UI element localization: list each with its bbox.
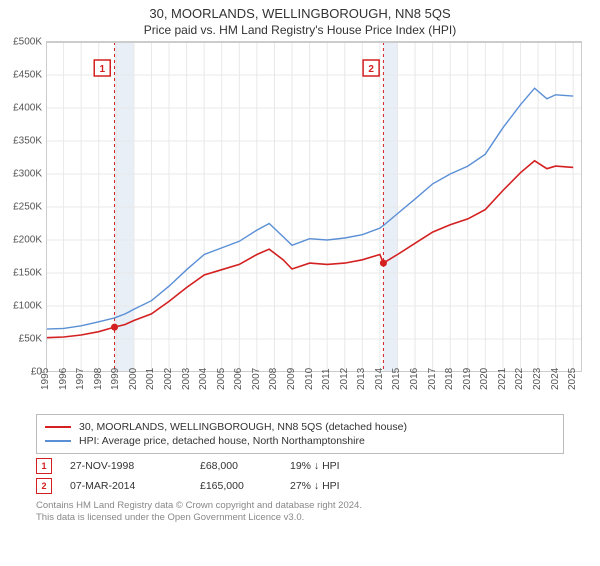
- chart-svg: 12: [46, 42, 582, 372]
- x-tick-label: 2018: [444, 368, 455, 390]
- x-tick-label: 2019: [462, 368, 473, 390]
- transaction-table: 1 27-NOV-1998£68,00019% ↓ HPI 2 07-MAR-2014…: [36, 458, 564, 494]
- x-tick-label: 2005: [216, 368, 227, 390]
- x-tick-label: 2014: [374, 368, 385, 390]
- transaction-date: 27-NOV-1998: [70, 460, 200, 472]
- footer-line-1: Contains HM Land Registry data © Crown c…: [36, 500, 564, 512]
- x-tick-label: 2022: [514, 368, 525, 390]
- x-tick-label: 1998: [93, 368, 104, 390]
- y-tick-label: £100K: [13, 301, 42, 312]
- legend-swatch: [45, 426, 71, 428]
- y-tick-label: £50K: [19, 334, 42, 345]
- legend-label: 30, MOORLANDS, WELLINGBOROUGH, NN8 5QS (…: [79, 421, 407, 433]
- transaction-price: £68,000: [200, 460, 290, 472]
- y-tick-label: £200K: [13, 235, 42, 246]
- x-axis-labels: 1995199619971998199920002001200220032004…: [46, 372, 582, 408]
- transaction-date: 07-MAR-2014: [70, 480, 200, 492]
- transaction-row: 1 27-NOV-1998£68,00019% ↓ HPI: [36, 458, 564, 474]
- y-tick-label: £350K: [13, 136, 42, 147]
- x-tick-label: 2002: [163, 368, 174, 390]
- transaction-diff: 19% ↓ HPI: [290, 460, 390, 472]
- legend-label: HPI: Average price, detached house, Nort…: [79, 435, 365, 447]
- legend-item: HPI: Average price, detached house, Nort…: [45, 435, 555, 447]
- x-tick-label: 2010: [304, 368, 315, 390]
- x-tick-label: 2013: [356, 368, 367, 390]
- x-tick-label: 2007: [251, 368, 262, 390]
- x-tick-label: 2003: [181, 368, 192, 390]
- x-tick-label: 2011: [321, 368, 332, 390]
- x-tick-label: 2009: [286, 368, 297, 390]
- transaction-price: £165,000: [200, 480, 290, 492]
- x-tick-label: 2015: [391, 368, 402, 390]
- x-tick-label: 1996: [58, 368, 69, 390]
- x-tick-label: 2012: [339, 368, 350, 390]
- transaction-row: 2 07-MAR-2014£165,00027% ↓ HPI: [36, 478, 564, 494]
- y-tick-label: £150K: [13, 268, 42, 279]
- svg-text:2: 2: [368, 64, 374, 75]
- y-tick-label: £250K: [13, 202, 42, 213]
- x-tick-label: 2000: [128, 368, 139, 390]
- y-tick-label: £500K: [13, 37, 42, 48]
- y-tick-label: £450K: [13, 70, 42, 81]
- x-tick-label: 2025: [567, 368, 578, 390]
- x-tick-label: 1997: [75, 368, 86, 390]
- x-tick-label: 1995: [40, 368, 51, 390]
- x-tick-label: 2024: [550, 368, 561, 390]
- x-tick-label: 2006: [233, 368, 244, 390]
- legend-swatch: [45, 440, 71, 442]
- x-tick-label: 2023: [532, 368, 543, 390]
- x-tick-label: 2017: [427, 368, 438, 390]
- y-axis-labels: £0£50K£100K£150K£200K£250K£300K£350K£400…: [0, 42, 44, 372]
- transaction-marker: 2: [36, 478, 52, 494]
- x-tick-label: 2008: [268, 368, 279, 390]
- x-tick-label: 1999: [110, 368, 121, 390]
- transaction-diff: 27% ↓ HPI: [290, 480, 390, 492]
- footer-line-2: This data is licensed under the Open Gov…: [36, 512, 564, 524]
- x-tick-label: 2020: [479, 368, 490, 390]
- transaction-marker: 1: [36, 458, 52, 474]
- chart-title-line2: Price paid vs. HM Land Registry's House …: [0, 23, 600, 37]
- legend-item: 30, MOORLANDS, WELLINGBOROUGH, NN8 5QS (…: [45, 421, 555, 433]
- svg-text:1: 1: [99, 64, 105, 75]
- chart-footer: Contains HM Land Registry data © Crown c…: [36, 500, 564, 525]
- x-tick-label: 2016: [409, 368, 420, 390]
- chart-legend: 30, MOORLANDS, WELLINGBOROUGH, NN8 5QS (…: [36, 414, 564, 454]
- chart-plot-area: £0£50K£100K£150K£200K£250K£300K£350K£400…: [46, 41, 582, 372]
- y-tick-label: £400K: [13, 103, 42, 114]
- x-tick-label: 2001: [145, 368, 156, 390]
- y-tick-label: £300K: [13, 169, 42, 180]
- x-tick-label: 2004: [198, 368, 209, 390]
- x-tick-label: 2021: [497, 368, 508, 390]
- chart-title-line1: 30, MOORLANDS, WELLINGBOROUGH, NN8 5QS: [0, 6, 600, 21]
